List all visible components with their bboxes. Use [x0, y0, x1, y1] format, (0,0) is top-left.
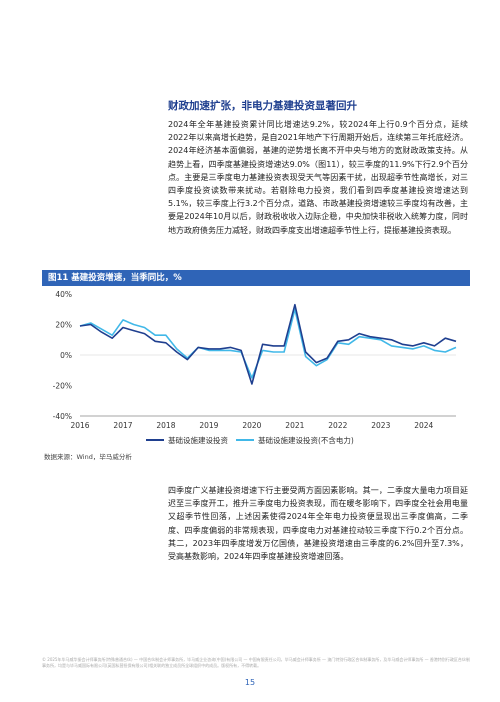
x-tick-label: 2019 [199, 421, 218, 430]
chart-legend: 基础设施建设投资 基础设施建设投资(不含电力) [146, 435, 354, 445]
x-tick-label: 2023 [371, 421, 390, 430]
figure-source: 数据来源：Wind，毕马威分析 [44, 453, 132, 461]
page-number: 15 [244, 678, 256, 687]
y-tick-label: 40% [55, 290, 72, 299]
series-line [79, 303, 457, 385]
x-tick-label: 2017 [113, 421, 132, 430]
x-tick-label: 2022 [328, 421, 347, 430]
figure-chart: 40% 20% 0% -20% -40% 2016 2017 2018 2019 2020 202… [53, 290, 457, 445]
y-tick-label: 20% [55, 321, 72, 330]
series-lines [79, 303, 457, 385]
figure-title: 图11 基建投资增速，当季同比，% [42, 270, 470, 286]
body-paragraph-2: 四季度广义基建投资增速下行主要受两方面因素影响。其一，二季度大量电力项目延迟至三… [168, 486, 468, 562]
x-tick-label: 2021 [285, 421, 304, 430]
legend-label: 基础设施建设投资 [168, 435, 228, 445]
x-tick-label: 2018 [156, 421, 175, 430]
legend-label: 基础设施建设投资(不含电力) [258, 435, 354, 445]
series-line [79, 308, 457, 379]
section-title: 财政加速扩张，非电力基建投资显著回升 [168, 100, 357, 112]
x-tick-label: 2020 [242, 421, 261, 430]
body-paragraph-1: 2024年全年基建投资累计同比增速达9.2%，较2024年上行0.9个百分点，延… [168, 120, 468, 235]
x-axis: 2016 2017 2018 2019 2020 2021 2022 2023 2024 [70, 415, 456, 430]
y-tick-label: 0% [60, 351, 72, 360]
y-tick-label: -40% [53, 412, 72, 421]
x-tick-label: 2016 [70, 421, 89, 430]
footer-disclaimer: © 2025年毕马威华振会计师事务所(特殊普通合伙) — 中国合伙制会计师事务所… [42, 657, 470, 668]
x-tick-label: 2024 [414, 421, 433, 430]
y-tick-label: -20% [53, 382, 72, 391]
y-axis: 40% 20% 0% -20% -40% [53, 290, 456, 421]
